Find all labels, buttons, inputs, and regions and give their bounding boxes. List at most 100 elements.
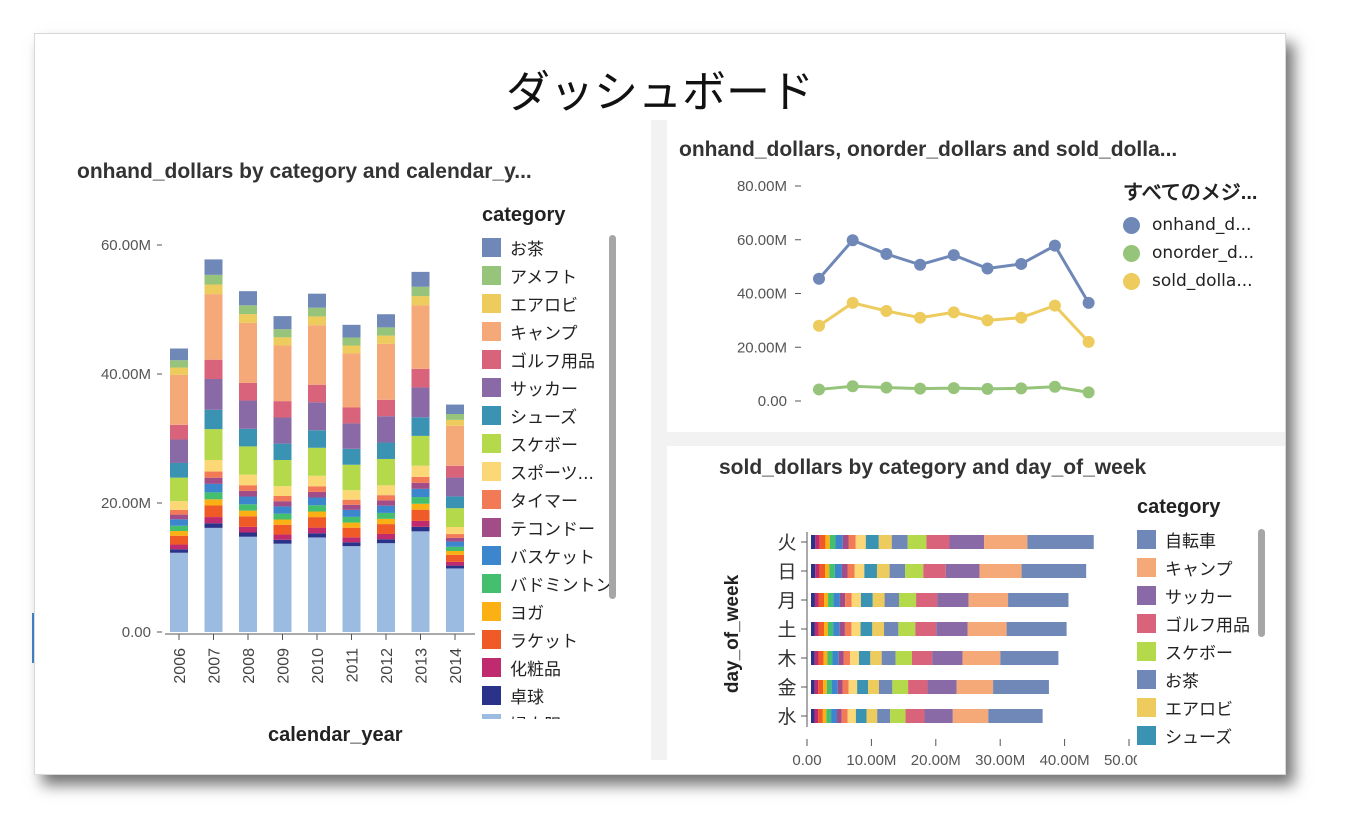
legend-label: お茶 [510, 239, 544, 260]
legend-item[interactable]: 卓球 [482, 681, 617, 709]
bar-segment [891, 535, 908, 549]
bar-segment [204, 477, 223, 484]
legend-item[interactable]: キャンプ [1137, 553, 1272, 581]
bar-segment [411, 435, 430, 466]
bar-segment [342, 537, 361, 543]
legend-item[interactable]: エアロビ [482, 289, 617, 317]
legend-item[interactable]: 婦人服 [482, 709, 617, 719]
legend-item[interactable]: onhand_d... [1123, 211, 1283, 239]
legend-label: タイマー [510, 491, 578, 512]
legend-swatch [482, 321, 501, 341]
legend-measures[interactable]: すべてのメジ... onhand_d... onorder_d... sold_do… [1123, 176, 1283, 306]
bar-segment [818, 651, 824, 665]
legend-item[interactable]: キャンプ [482, 317, 617, 345]
bar-segment [860, 622, 873, 636]
y-tick-label: 40.00M [737, 286, 787, 303]
legend-scrollbar[interactable] [1258, 529, 1265, 637]
bar-segment [811, 564, 816, 578]
legend-item[interactable]: スケボー [1137, 637, 1272, 665]
legend-item[interactable]: テコンドー [482, 513, 617, 541]
bar-segment [446, 404, 464, 414]
legend-item[interactable]: エアロビ [1137, 693, 1272, 721]
bar-segment [811, 622, 815, 636]
panel-sold-by-weekday[interactable]: sold_dollars by category and day_of_week… [667, 446, 1285, 774]
legend-item[interactable]: onorder_d... [1123, 239, 1283, 267]
bar-segment [446, 537, 464, 542]
legend-item[interactable]: サッカー [1137, 581, 1272, 609]
legend-item[interactable]: ヨガ [482, 597, 617, 625]
legend-swatch [482, 377, 501, 397]
bar-segment [308, 293, 326, 308]
bar-segment [308, 533, 326, 538]
bar-segment [273, 443, 292, 460]
bar-segment [239, 428, 257, 447]
legend-category[interactable]: category 自転車 キャンプ サッカー ゴルフ用品 スケボー お茶 エアロビ シューズ [1137, 496, 1272, 746]
x-tick-label: 50.00M [1104, 752, 1137, 769]
legend-item[interactable]: アメフト [482, 261, 617, 289]
legend-item[interactable]: バスケット [482, 541, 617, 569]
bar-segment [848, 535, 856, 549]
bar-segment [1006, 622, 1067, 636]
data-point [947, 306, 960, 319]
data-point [947, 249, 960, 262]
panel-dollars-line[interactable]: onhand_dollars, onorder_dollars and sold… [667, 124, 1285, 429]
legend-item[interactable]: タイマー [482, 485, 617, 513]
legend-item[interactable]: サッカー [482, 373, 617, 401]
legend-item[interactable]: バドミントン [482, 569, 617, 597]
bar-segment [814, 593, 819, 607]
legend-label: onorder_d... [1152, 243, 1255, 263]
bar-segment [818, 709, 823, 723]
bar-segment [308, 447, 326, 476]
legend-item[interactable]: ゴルフ用品 [482, 345, 617, 373]
legend-swatch [1137, 529, 1156, 549]
bar-segment [945, 564, 980, 578]
bar-segment [837, 680, 843, 694]
y-tick-label: 0.00 [122, 624, 151, 641]
bar-segment [823, 680, 827, 694]
bar-segment [308, 325, 326, 385]
x-tick-label: 2008 [241, 648, 258, 684]
legend-item[interactable]: ラケット [482, 625, 617, 653]
legend-item[interactable]: スポーツ... [482, 457, 617, 485]
legend-item[interactable]: お茶 [482, 233, 617, 261]
y-axis-title: day_of_week [722, 574, 743, 693]
bar-segment [825, 535, 830, 549]
bar-segment [239, 536, 257, 632]
bar-segment [872, 593, 885, 607]
legend-item[interactable]: スケボー [482, 429, 617, 457]
bar-segment [377, 343, 395, 400]
x-tick-label: 40.00M [1040, 752, 1090, 769]
legend-item[interactable]: シューズ [482, 401, 617, 429]
bar-segment [905, 709, 925, 723]
bar-segment [926, 535, 950, 549]
bar-segment [411, 509, 430, 521]
bar-segment [377, 533, 395, 540]
legend-category[interactable]: category お茶 アメフト エアロビ キャンプ ゴルフ用品 サッカー シューズ スケボー… [482, 204, 617, 719]
bar-segment [204, 471, 223, 478]
legend-item[interactable]: シューズ [1137, 721, 1272, 746]
bar-segment [273, 513, 292, 520]
bar-segment [377, 327, 395, 336]
legend-item[interactable]: ゴルフ用品 [1137, 609, 1272, 637]
bar-segment [446, 527, 464, 535]
y-tick-label: 日 [777, 562, 796, 583]
bar-segment [273, 524, 292, 535]
bar-segment [377, 495, 395, 501]
data-point [813, 383, 825, 396]
bar-segment [857, 680, 869, 694]
bar-segment [905, 564, 924, 578]
bar-segment [845, 593, 852, 607]
legend-item[interactable]: sold_dolla... [1123, 267, 1283, 295]
bar-segment [831, 680, 838, 694]
bar-segment [446, 496, 464, 509]
bar-segment [446, 554, 464, 562]
data-point [1015, 257, 1028, 270]
legend-item[interactable]: 自転車 [1137, 525, 1272, 553]
panel-onhand-by-year[interactable]: onhand_dollars by category and calendar_… [35, 154, 647, 774]
bar-segment [814, 651, 819, 665]
legend-item[interactable]: 化粧品 [482, 653, 617, 681]
legend-scrollbar[interactable] [609, 235, 616, 599]
bar-segment [239, 510, 257, 517]
bar-segment [239, 516, 257, 527]
legend-item[interactable]: お茶 [1137, 665, 1272, 693]
